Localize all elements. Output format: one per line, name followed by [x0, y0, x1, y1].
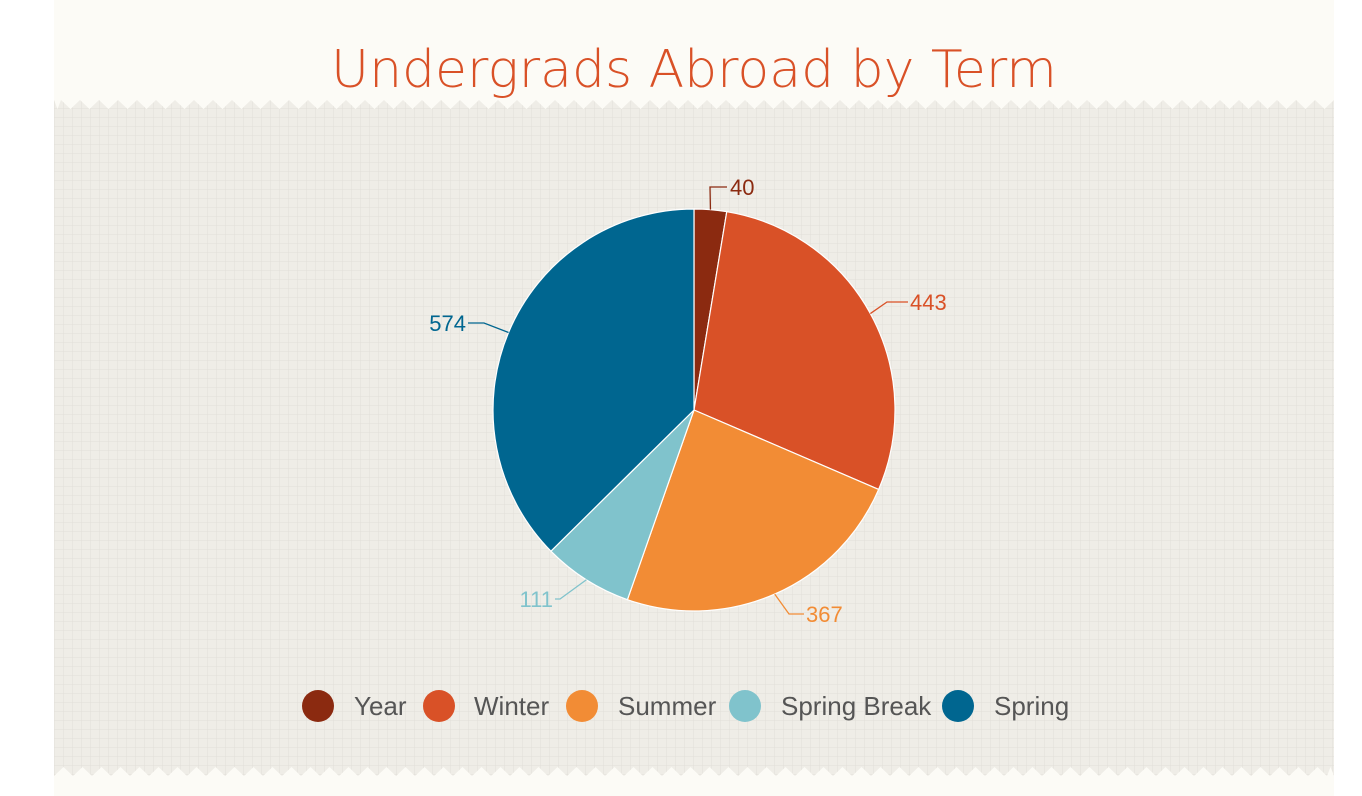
leader-line-spring [468, 322, 509, 334]
legend-item-spring[interactable]: Spring [942, 690, 1069, 722]
legend-item-summer[interactable]: Summer [566, 690, 717, 722]
legend-item-year[interactable]: Year [302, 690, 407, 722]
data-label-winter: 443 [910, 290, 947, 315]
leader-line-year [709, 186, 727, 210]
legend-marker-spring-break [729, 690, 761, 722]
pie-chart [492, 208, 896, 612]
legend-marker-spring [942, 690, 974, 722]
data-label-spring-break: 111 [520, 587, 553, 612]
legend-marker-year [302, 690, 334, 722]
data-label-year: 40 [730, 175, 754, 200]
legend-label-year: Year [354, 691, 407, 721]
chart-title: Undergrads Abroad by Term [331, 40, 1057, 100]
pie-slice-winter[interactable] [693, 210, 896, 491]
legend-label-winter: Winter [474, 691, 549, 721]
leader-line-summer [774, 593, 804, 615]
legend: Year Winter Summer Spring Break Spring [302, 690, 1069, 722]
legend-label-spring-break: Spring Break [781, 691, 932, 721]
legend-label-spring: Spring [994, 691, 1069, 721]
data-labels: 40 443 367 111 574 [429, 175, 946, 627]
legend-marker-summer [566, 690, 598, 722]
data-label-spring: 574 [429, 311, 466, 336]
data-label-summer: 367 [806, 602, 843, 627]
leader-line-winter [869, 301, 908, 315]
header-band [54, 0, 1334, 109]
legend-item-winter[interactable]: Winter [423, 690, 549, 722]
leader-line-spring-break [555, 579, 587, 600]
legend-item-spring-break[interactable]: Spring Break [729, 690, 932, 722]
legend-marker-winter [423, 690, 455, 722]
legend-label-summer: Summer [618, 691, 717, 721]
footer-band [54, 767, 1334, 796]
